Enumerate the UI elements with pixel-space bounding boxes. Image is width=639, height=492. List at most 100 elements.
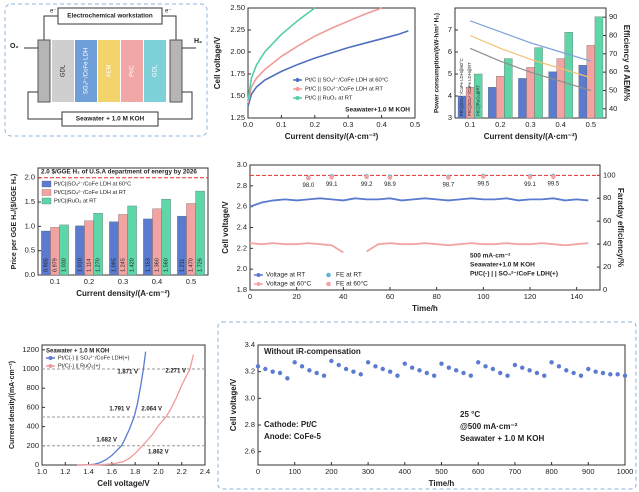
bar-name: Pt/C||SO₄²⁻/CoFe LDH@60°C <box>459 58 464 116</box>
x-tick-label: 900 <box>582 467 595 476</box>
x-tick-label: 1.4 <box>83 467 93 476</box>
x-tick-label: 2.2 <box>176 467 186 476</box>
x-tick-label: 20 <box>292 292 300 301</box>
value-label: 1.560 <box>164 258 170 272</box>
data-point <box>505 373 510 378</box>
end-plate <box>37 39 51 103</box>
data-point <box>520 365 525 370</box>
y-tick-label: 2.8 <box>237 181 247 190</box>
legend-swatch <box>41 197 52 205</box>
legend-label: Pt/C || RuO₂ at RT <box>305 96 353 102</box>
data-point <box>608 372 613 377</box>
data-point <box>270 369 275 374</box>
legend-swatch <box>326 272 331 278</box>
y-tick-label: 1.25 <box>230 113 245 122</box>
data-point <box>564 368 569 373</box>
value-label: 98.0 <box>302 183 314 189</box>
data-point <box>387 175 393 180</box>
x-tick-label: 600 <box>472 467 485 476</box>
outlet-label: H₂ <box>194 38 202 45</box>
y-axis-label: Cell voltage/V <box>213 36 222 89</box>
legend-label: FE at 60°C <box>336 280 368 288</box>
layer-label: AEM <box>107 64 113 77</box>
value-label: 1.010 <box>77 258 83 272</box>
x-tick-label: 2.0 <box>153 467 163 476</box>
data-point <box>373 364 378 369</box>
data-point <box>277 370 283 376</box>
y-tick-label: 3.2 <box>245 367 255 376</box>
value-label: 1.360 <box>154 258 160 272</box>
x-tick-label: 0.3 <box>525 120 535 129</box>
bar <box>161 198 171 276</box>
y-tick-label: 0.0 <box>25 270 35 279</box>
electron-label: e⁻ <box>50 9 57 15</box>
data-point <box>527 174 533 180</box>
y-tick-label: 2.2 <box>237 243 247 252</box>
layer-label: GDL <box>153 64 159 77</box>
x-tick-label: 80 <box>432 292 440 301</box>
bar <box>534 47 543 119</box>
annotation: 1.871 V <box>117 370 138 376</box>
data-point <box>343 366 349 372</box>
data-point <box>395 373 400 378</box>
y-tick-label: 0 <box>35 460 39 469</box>
x-tick-label: 100 <box>477 292 490 301</box>
legend-swatch <box>295 87 300 91</box>
x-tick-label: 0.3 <box>118 277 128 286</box>
value-label: 1.030 <box>62 258 68 272</box>
value-label: 1.095 <box>111 258 117 272</box>
data-point <box>483 364 488 369</box>
x-axis-label: Time/h <box>429 479 455 488</box>
data-point <box>292 360 297 365</box>
data-point <box>364 174 369 180</box>
x-tick-label: 0.5 <box>410 120 420 129</box>
value-label: 1.726 <box>198 258 204 272</box>
bar <box>526 67 535 119</box>
legend-label: Voltage at 60°C <box>266 280 312 288</box>
value-label: 99.5 <box>547 181 559 187</box>
annotation: Seawater + 1.0 M KOH <box>46 349 109 355</box>
data-point <box>446 175 451 180</box>
x-tick-label: 0.2 <box>310 120 320 129</box>
x-tick-label: 1.0 <box>37 467 47 476</box>
x-tick-label: 0.5 <box>586 120 596 129</box>
y2-tick-label: 80 <box>603 193 611 202</box>
y2-tick-label: 70 <box>609 49 617 58</box>
y2-tick-label: 60 <box>603 216 611 225</box>
data-point <box>446 365 452 370</box>
y-tick-label: 2.50 <box>230 3 245 12</box>
x-tick-label: 0.4 <box>152 277 162 286</box>
series-line <box>247 30 409 107</box>
x-tick-label: 0.1 <box>276 120 286 129</box>
legend-swatch <box>256 273 261 277</box>
x-axis-label: Time/h <box>412 304 438 313</box>
value-label: 1.270 <box>96 258 102 272</box>
x-tick-label: 300 <box>362 467 375 476</box>
data-point <box>468 373 474 378</box>
y-tick-label: 7 <box>448 25 452 34</box>
y-tick-label: 4 <box>448 91 452 100</box>
value-label: 98.9 <box>384 182 396 188</box>
y-tick-label: 2.0 <box>237 264 247 273</box>
bar <box>127 205 137 276</box>
layer-label: GDL <box>61 64 67 77</box>
data-point <box>439 361 444 366</box>
y-tick-label: 200 <box>26 441 39 450</box>
y2-tick-label: 40 <box>603 239 611 248</box>
panel-frame <box>217 321 637 490</box>
annotation: Seawater+1.0 M KOH <box>345 107 410 114</box>
annotation: Seawater+1.0 M KOH <box>470 262 535 269</box>
data-point <box>593 369 598 374</box>
legend-label: Pt/C||SO₄²⁻/CoFe LDH at 60°C <box>54 181 131 187</box>
x-tick-label: 0 <box>256 467 260 476</box>
annotation: Cathode: Pt/C <box>264 420 317 429</box>
y-tick-label: 2.0 <box>25 173 35 182</box>
y-tick-label: 400 <box>26 422 39 431</box>
bar <box>586 45 596 119</box>
x-tick-label: 800 <box>545 467 558 476</box>
y-axis-label: Cell voltage/V <box>229 378 238 431</box>
y-tick-label: 1200 <box>22 345 39 354</box>
layer-label: SO₄²⁻/CoFe LDH <box>84 48 90 94</box>
data-point <box>461 370 466 376</box>
